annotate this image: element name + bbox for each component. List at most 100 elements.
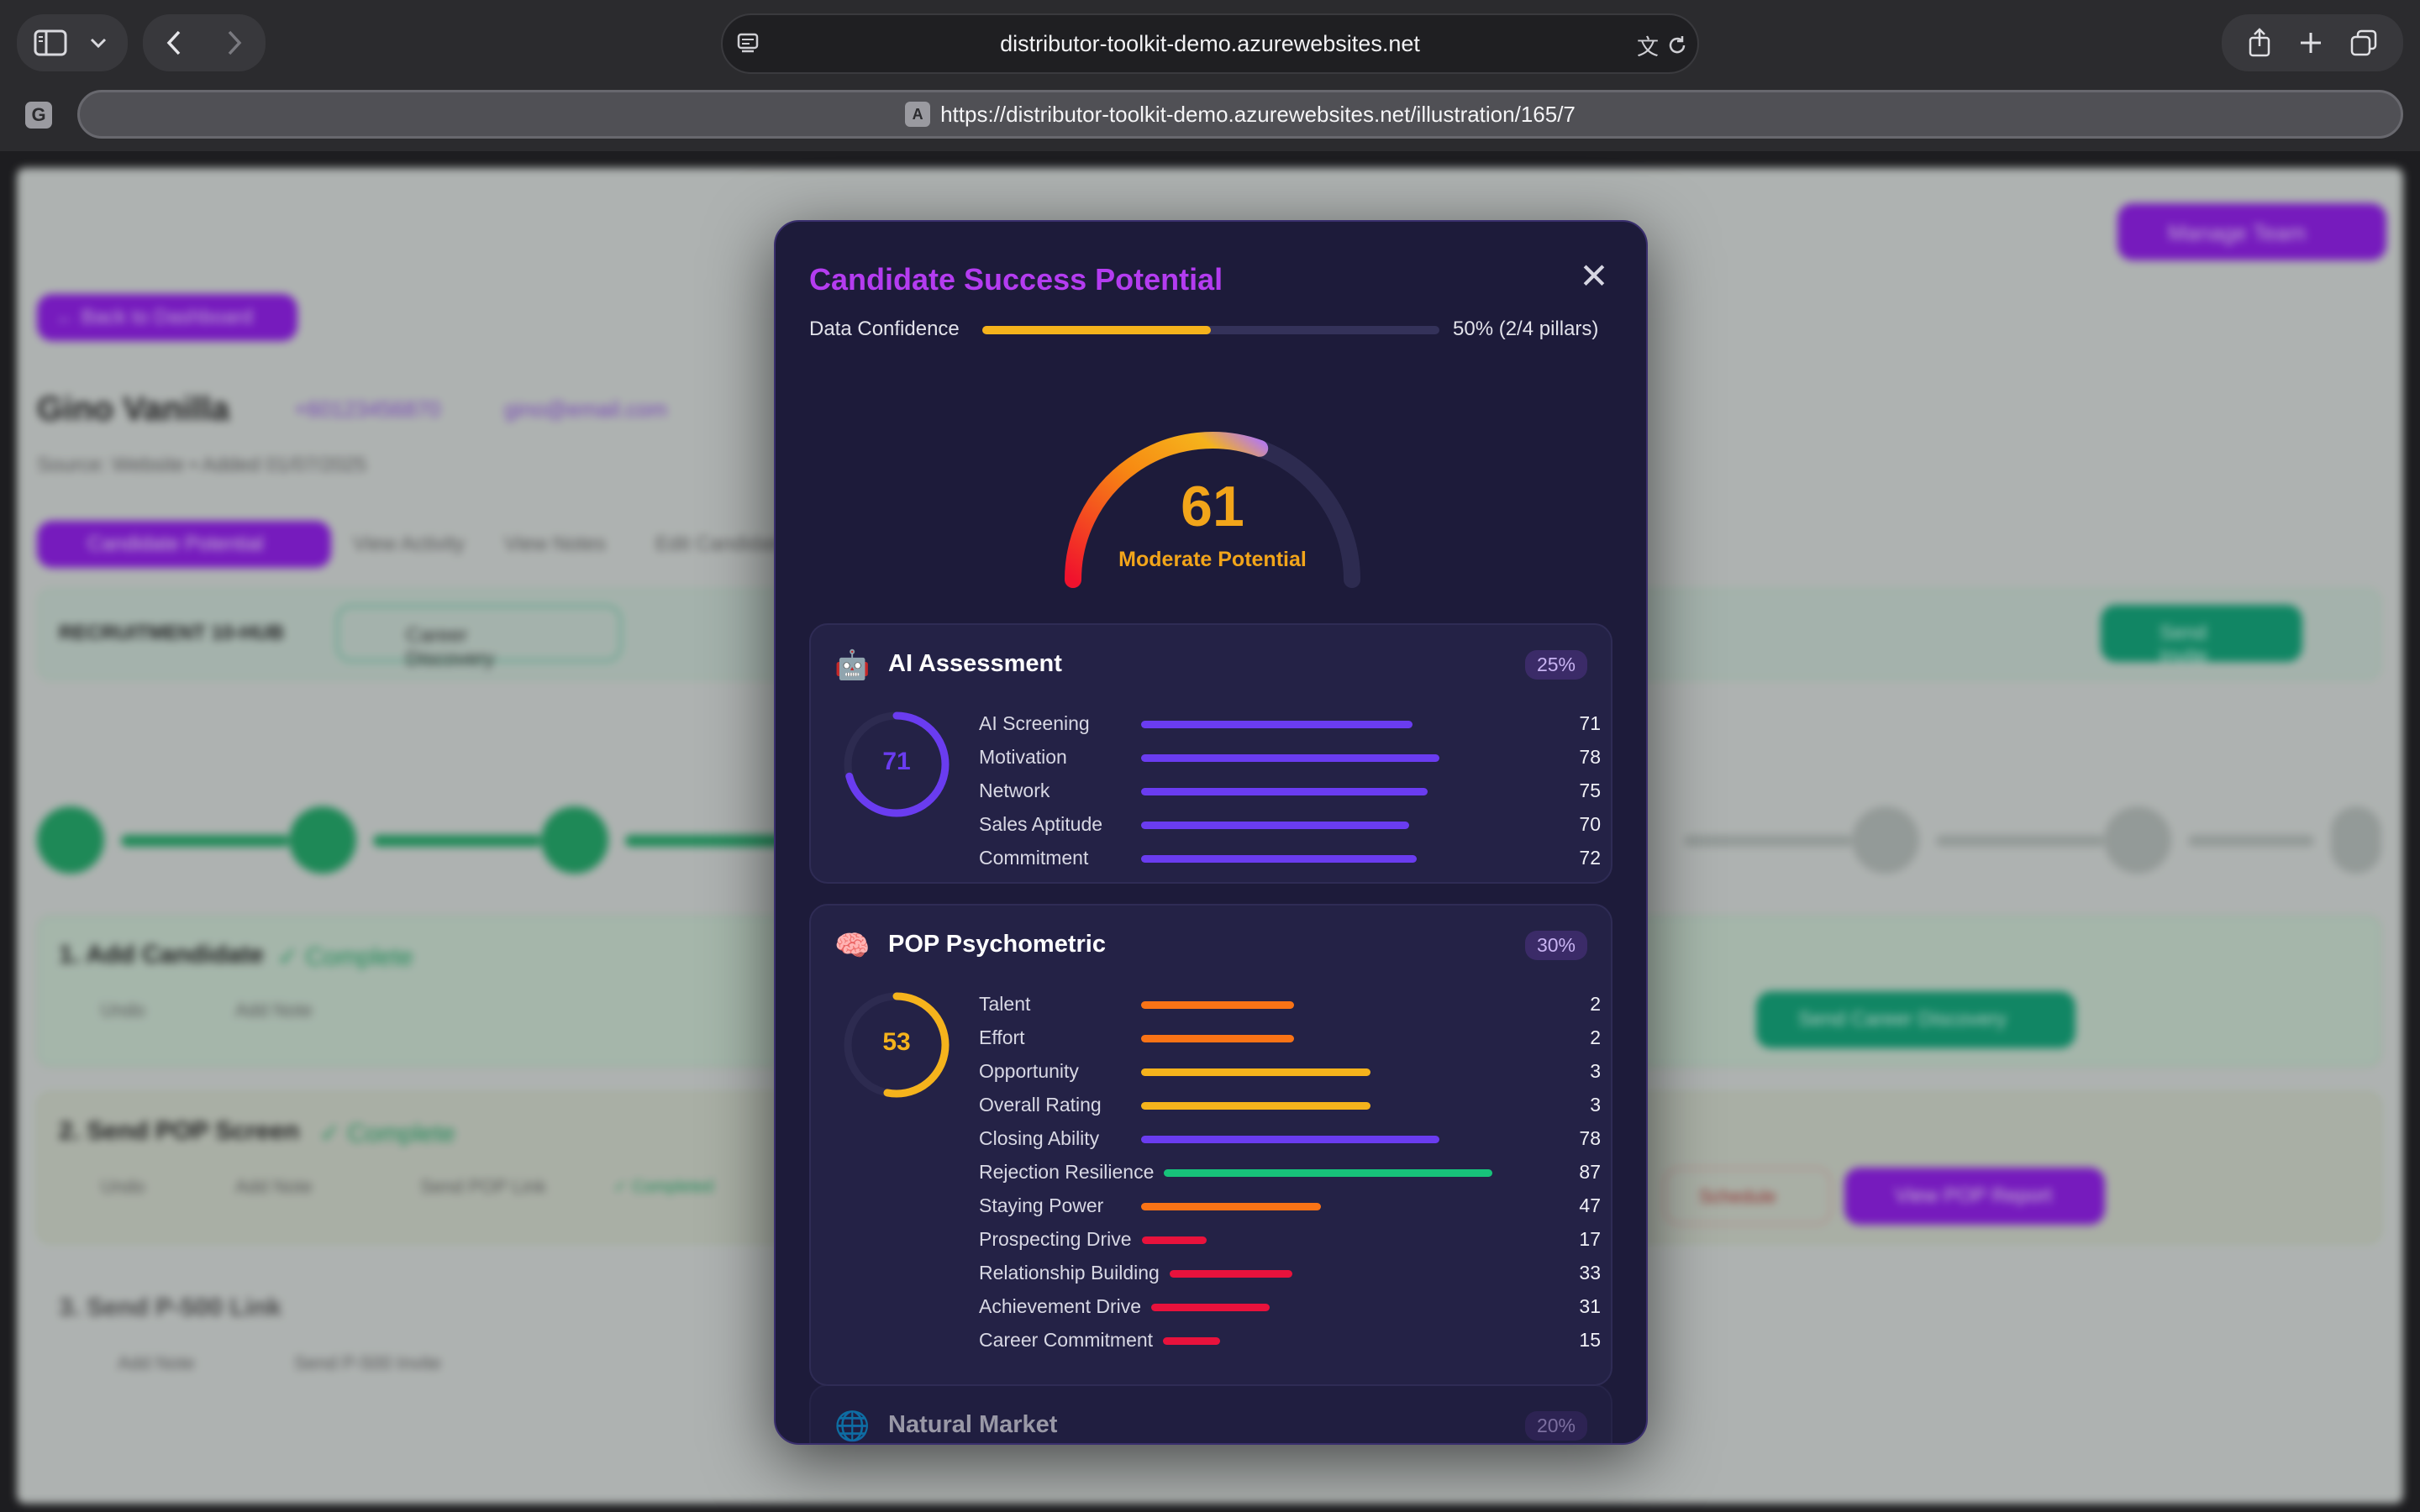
pillar-score: 71 (882, 748, 911, 775)
metric-label: Commitment (979, 847, 1089, 869)
tab-view-activity[interactable]: View Activity (353, 533, 465, 555)
site-icon: A (905, 102, 931, 127)
tab-candidate-potential[interactable]: Candidate Potential (37, 521, 331, 568)
schedule-button[interactable]: Schedule (1664, 1168, 1832, 1225)
metric-value: 47 (1579, 1194, 1601, 1216)
tab-view-notes[interactable]: View Notes (504, 533, 606, 555)
step-1-title: 1. Add Candidate (59, 941, 264, 969)
url-bar[interactable]: A https://distributor-toolkit-demo.azure… (77, 90, 2403, 139)
pillar-weight-badge: 30% (1524, 931, 1587, 960)
url-text: https://distributor-toolkit-demo.azurewe… (940, 101, 1576, 127)
back-icon[interactable] (166, 29, 182, 56)
nav-buttons (143, 14, 266, 71)
profile-badge[interactable]: G (25, 102, 52, 129)
score-gauge (1065, 432, 1360, 588)
metric-value: 87 (1579, 1161, 1601, 1183)
metric-bar (1141, 855, 1417, 863)
step-2-complete: ✓ Complete (319, 1120, 455, 1147)
step-2-title: 2. Send POP Screen (59, 1117, 300, 1145)
phone-text: +60123456870 (294, 396, 441, 422)
data-confidence-bar (982, 326, 1439, 334)
source-text: Source: Website • Added 01/07/2025 (37, 454, 367, 476)
metric-row: Effort 2 (979, 1023, 1601, 1057)
send-p500-invite[interactable]: Send P-500 Invite (294, 1352, 441, 1373)
metric-bar (1163, 1337, 1221, 1345)
pillar-score-ring (844, 992, 950, 1098)
back-to-dashboard-button[interactable]: ← Back to Dashboard (37, 294, 297, 341)
metric-row: AI Screening 71 (979, 709, 1601, 743)
metric-bar (1141, 1236, 1207, 1244)
metric-value: 33 (1579, 1262, 1601, 1284)
tab-edit-candidate[interactable]: Edit Candidate (655, 533, 788, 555)
metric-bar (1141, 822, 1409, 829)
view-pop-report-button[interactable]: View POP Report (1844, 1168, 2105, 1225)
metric-value: 3 (1590, 1094, 1601, 1116)
metric-value: 2 (1590, 1026, 1601, 1048)
metric-label: Achievement Drive (979, 1295, 1142, 1317)
metric-label: Opportunity (979, 1060, 1079, 1082)
metric-bar (1141, 754, 1439, 762)
globe-icon: 🌐 (834, 1410, 871, 1442)
tabs-overview-icon[interactable] (2349, 29, 2378, 57)
metric-value: 70 (1579, 813, 1601, 835)
reload-icon[interactable] (1665, 34, 1689, 57)
pillar-card-natural-market: 🌐 Natural Market 20% (809, 1384, 1612, 1443)
metric-row: Commitment 72 (979, 843, 1601, 877)
send-invite-button[interactable]: Send Invite (2101, 605, 2302, 668)
close-icon[interactable]: ✕ (1579, 255, 1609, 296)
potential-label: Moderate Potential (1118, 548, 1307, 571)
metric-label: Sales Aptitude (979, 813, 1103, 835)
new-tab-icon[interactable] (2298, 30, 2323, 55)
career-discovery-chip[interactable]: Career Discovery (336, 605, 622, 670)
sidebar-toggle-button[interactable] (17, 14, 128, 71)
step-2-completed: ✓ Completed (613, 1178, 714, 1196)
pillar-card-ai-assessment: 🤖 AI Assessment 25% 71 AI Screening 71 Mot… (809, 623, 1612, 884)
metric-bar (1164, 1169, 1493, 1177)
metric-label: Relationship Building (979, 1262, 1160, 1284)
toolbar-right (2222, 14, 2403, 71)
step-2-undo[interactable]: Undo (101, 1176, 145, 1197)
progress-steps (37, 806, 2381, 874)
pillar-weight-badge: 20% (1524, 1411, 1587, 1441)
manage-team-button[interactable]: Manage Team (2118, 203, 2386, 260)
robot-icon: 🤖 (834, 649, 871, 681)
metric-value: 71 (1579, 712, 1601, 734)
metric-row: Overall Rating 3 (979, 1090, 1601, 1124)
pillar-score-ring (844, 711, 950, 817)
metric-label: Career Commitment (979, 1329, 1154, 1351)
metric-label: Closing Ability (979, 1127, 1100, 1149)
metric-bar (1141, 1001, 1294, 1009)
metric-value: 78 (1579, 746, 1601, 768)
send-pop-link[interactable]: Send POP Link (420, 1176, 547, 1197)
translate-icon[interactable]: 文 (1636, 34, 1659, 60)
metric-row: Staying Power 47 (979, 1191, 1601, 1225)
step-1-undo[interactable]: Undo (101, 1000, 145, 1021)
metric-bar (1141, 721, 1413, 728)
metric-label: Network (979, 780, 1050, 801)
forward-icon[interactable] (226, 29, 243, 56)
metric-label: Rejection Resilience (979, 1161, 1155, 1183)
pillar-title: POP Psychometric (888, 931, 1106, 958)
overall-score: 61 (1181, 475, 1244, 538)
metric-row: Relationship Building 33 (979, 1258, 1601, 1292)
metric-bar (1141, 1102, 1370, 1110)
metric-row: Talent 2 (979, 990, 1601, 1023)
step-1-complete: ✓ Complete (277, 943, 413, 971)
metric-label: Overall Rating (979, 1094, 1102, 1116)
metric-value: 75 (1579, 780, 1601, 801)
pillar-card-pop-psychometric: 🧠 POP Psychometric 30% 53 Talent 2 Effort 2… (809, 904, 1612, 1386)
step-2-add-note[interactable]: Add Note (235, 1176, 313, 1197)
share-icon[interactable] (2247, 28, 2272, 58)
metric-bar (1141, 788, 1428, 795)
address-bar[interactable]: distributor-toolkit-demo.azurewebsites.n… (721, 13, 1699, 74)
page-menu-icon[interactable] (736, 32, 760, 55)
step-1-add-note[interactable]: Add Note (235, 1000, 313, 1021)
metric-row: Opportunity 3 (979, 1057, 1601, 1090)
sidebar-icon (34, 29, 67, 56)
browser-toolbar: distributor-toolkit-demo.azurewebsites.n… (0, 0, 2420, 151)
chevron-down-icon (90, 38, 107, 49)
step-3-add-note[interactable]: Add Note (118, 1352, 195, 1373)
metric-row: Closing Ability 78 (979, 1124, 1601, 1158)
metric-value: 78 (1579, 1127, 1601, 1149)
send-career-discovery-button[interactable]: Send Career Discovery (1756, 991, 2075, 1048)
